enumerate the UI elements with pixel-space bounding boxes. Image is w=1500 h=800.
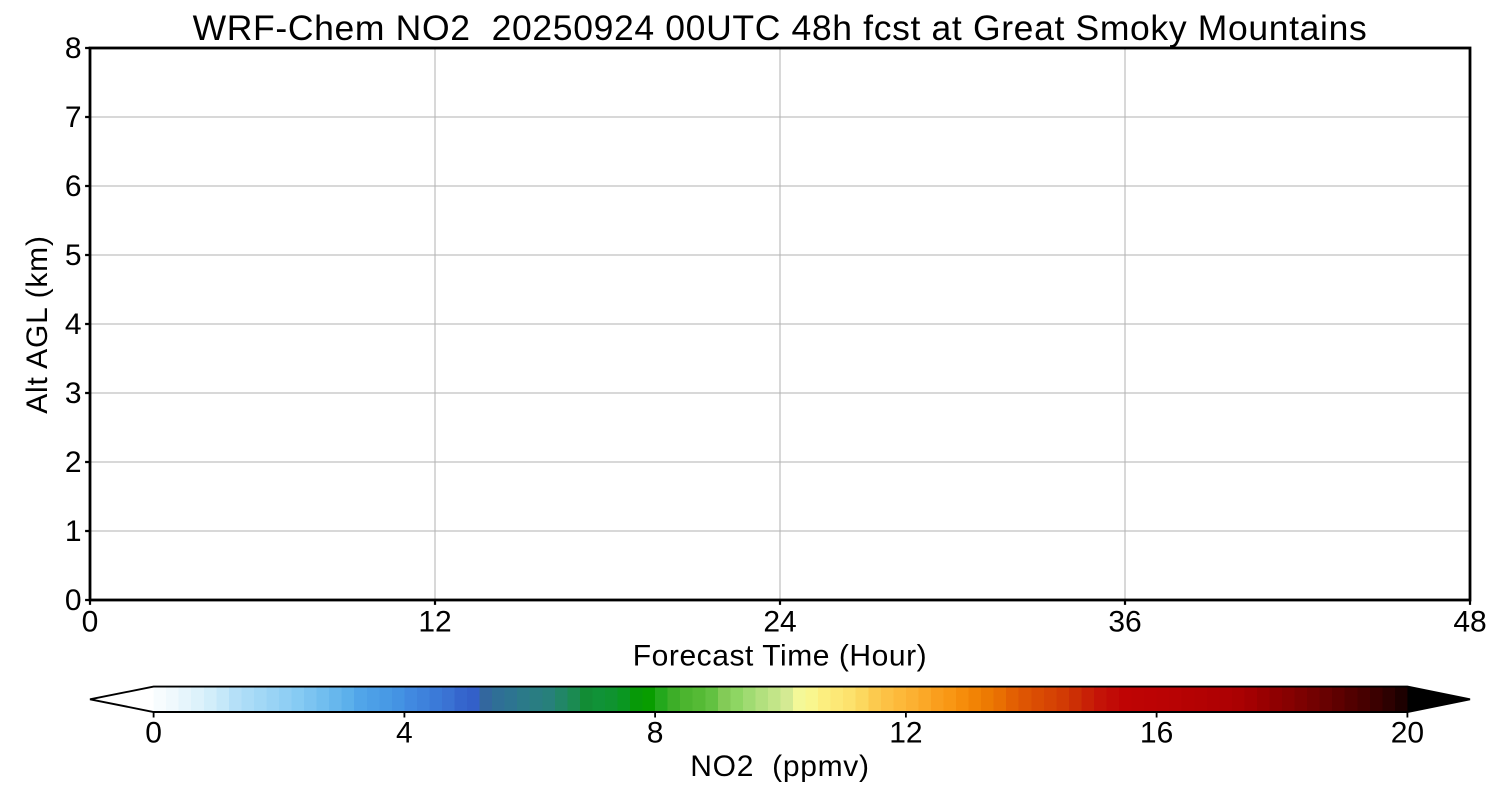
svg-text:NO2 (ppmv): NO2 (ppmv)	[690, 750, 869, 783]
svg-text:16: 16	[1140, 717, 1173, 750]
svg-text:36: 36	[1108, 606, 1141, 639]
svg-text:8: 8	[65, 32, 82, 65]
svg-text:5: 5	[65, 239, 82, 272]
svg-text:20: 20	[1391, 717, 1424, 750]
svg-text:Forecast Time (Hour): Forecast Time (Hour)	[633, 640, 927, 673]
svg-text:0: 0	[82, 606, 99, 639]
svg-text:3: 3	[65, 377, 82, 410]
svg-text:12: 12	[889, 717, 922, 750]
svg-text:6: 6	[65, 170, 82, 203]
svg-text:WRF-Chem NO2 20250924 00UTC 4: WRF-Chem NO2 20250924 00UTC 48h fcst at …	[193, 8, 1368, 48]
svg-text:2: 2	[65, 446, 82, 479]
svg-text:12: 12	[418, 606, 451, 639]
svg-text:8: 8	[647, 717, 664, 750]
svg-text:4: 4	[396, 717, 413, 750]
svg-text:Alt AGL (km): Alt AGL (km)	[21, 235, 54, 414]
svg-text:7: 7	[65, 101, 82, 134]
svg-text:1: 1	[65, 515, 82, 548]
svg-text:4: 4	[65, 308, 82, 341]
svg-text:0: 0	[145, 717, 162, 750]
svg-text:24: 24	[763, 606, 796, 639]
svg-text:48: 48	[1453, 606, 1486, 639]
svg-text:0: 0	[65, 584, 82, 617]
